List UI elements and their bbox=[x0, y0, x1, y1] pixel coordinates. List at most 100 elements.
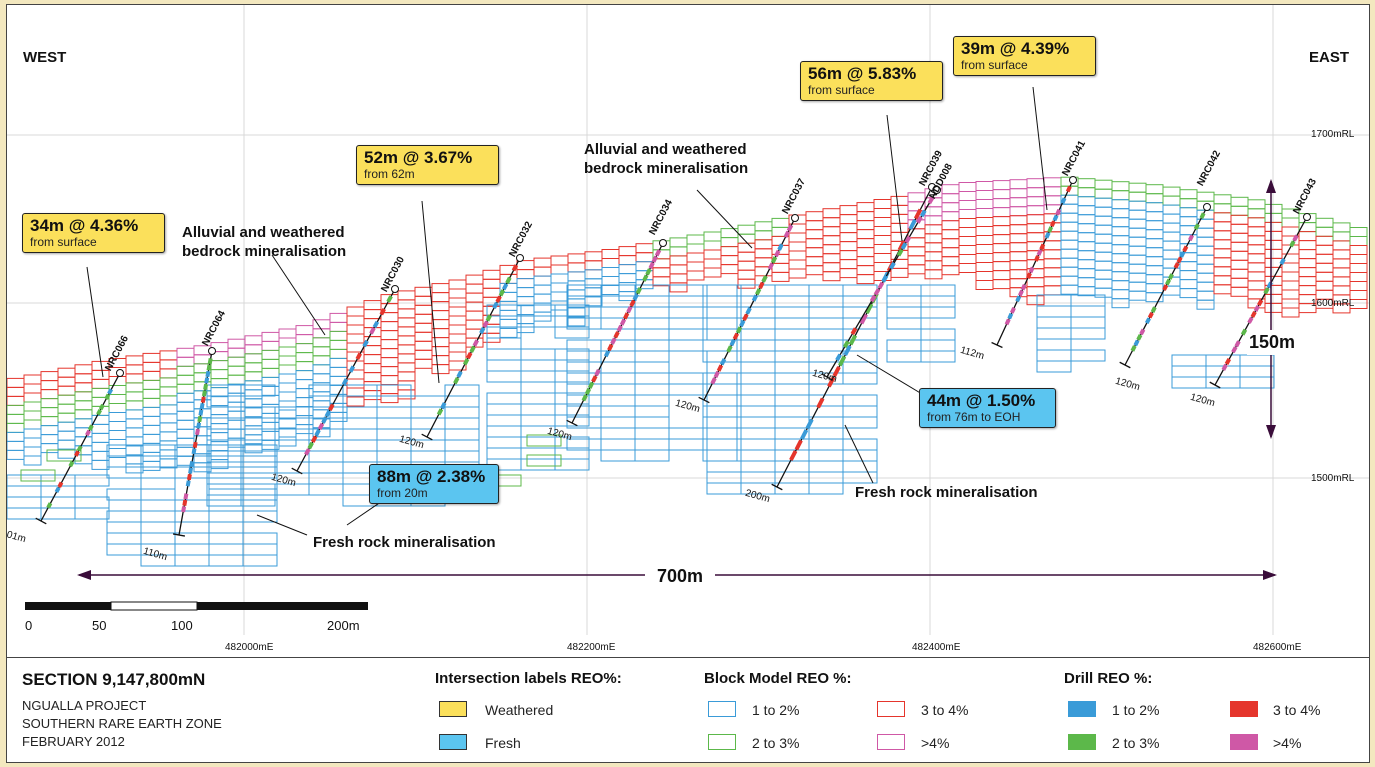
block-model-cell bbox=[702, 306, 738, 319]
block-model-cell bbox=[706, 405, 742, 418]
drill-assay-segment bbox=[713, 370, 720, 379]
block-model-cell bbox=[240, 384, 276, 397]
block-model-cell bbox=[242, 510, 278, 523]
drill-assay-segment bbox=[1240, 328, 1248, 336]
block-model-cell bbox=[431, 292, 450, 303]
block-model-cell bbox=[686, 234, 705, 245]
block-model-cell bbox=[278, 391, 297, 402]
block-model-cell bbox=[975, 280, 994, 290]
drill-3to4-swatch bbox=[1230, 701, 1258, 717]
block-model-cell bbox=[703, 258, 722, 269]
drill-assay-segment bbox=[181, 506, 187, 513]
drill-collar bbox=[208, 347, 216, 355]
block-model-cell bbox=[57, 412, 76, 423]
block-model-cell bbox=[842, 284, 878, 297]
block-model-cell bbox=[808, 284, 844, 297]
block-model-cell bbox=[91, 369, 110, 380]
block-model-cell bbox=[1145, 292, 1164, 303]
drill-assay-segment bbox=[479, 326, 486, 335]
block-model-cell bbox=[1111, 262, 1130, 273]
block-model-cell bbox=[7, 386, 25, 397]
drill-collar bbox=[391, 285, 399, 293]
block-model-cell bbox=[754, 230, 773, 241]
drill-assay-segment bbox=[865, 303, 874, 314]
drill-assay-segment bbox=[1028, 266, 1035, 274]
block-model-cell bbox=[600, 372, 636, 385]
block-model-cell bbox=[261, 367, 280, 378]
drill-assay-segment bbox=[654, 249, 662, 257]
block-model-cell bbox=[1281, 307, 1300, 318]
block-model-cell bbox=[618, 246, 637, 257]
block-model-cell bbox=[486, 337, 522, 350]
block-model-cell bbox=[601, 285, 620, 295]
block-model-cell bbox=[1070, 316, 1106, 329]
block-model-cell bbox=[444, 384, 480, 397]
block-model-cell bbox=[363, 345, 382, 356]
block-model-cell bbox=[668, 383, 704, 396]
drill-assay-segment bbox=[848, 334, 858, 346]
block-model-cell bbox=[159, 413, 178, 424]
block-model-cell bbox=[486, 315, 522, 328]
block-model-cell bbox=[329, 411, 348, 422]
block-model-cell bbox=[346, 378, 365, 389]
block-model-cell bbox=[397, 326, 416, 337]
drill-assay-segment bbox=[610, 337, 617, 345]
block-model-cell bbox=[210, 396, 229, 407]
leader-line bbox=[86, 266, 104, 378]
block-model-cell bbox=[108, 421, 127, 431]
block-model-cell bbox=[448, 333, 467, 344]
block-model-cell bbox=[600, 416, 636, 429]
drill-assay-segment bbox=[472, 339, 479, 347]
block-model-cell bbox=[1179, 261, 1198, 272]
block-model-cell bbox=[1315, 235, 1334, 246]
block-model-cell bbox=[873, 199, 892, 209]
block-model-cell bbox=[958, 254, 977, 264]
block-model-cell bbox=[1043, 240, 1062, 251]
drill-assay-segment bbox=[629, 299, 636, 307]
block-model-cell bbox=[975, 181, 994, 191]
block-model-cell bbox=[533, 284, 552, 295]
block-model-cell bbox=[346, 396, 365, 407]
block-model-cell bbox=[397, 344, 416, 355]
block-model-cell bbox=[414, 322, 433, 333]
drill-assay-segment bbox=[1193, 223, 1200, 231]
block-model-cell bbox=[261, 403, 280, 414]
block-model-cell bbox=[740, 383, 776, 396]
block-model-cell bbox=[1128, 254, 1147, 265]
block-model-cell bbox=[652, 267, 671, 278]
block-model-cell bbox=[486, 414, 522, 427]
block-model-cell bbox=[1349, 254, 1368, 264]
drill-assay-segment bbox=[732, 332, 739, 340]
block-model-cell bbox=[774, 339, 810, 352]
drill-assay-segment bbox=[919, 209, 927, 218]
drill-assay-segment bbox=[185, 480, 191, 487]
block-model-cell bbox=[1026, 295, 1045, 306]
block-model-cell bbox=[1171, 354, 1207, 367]
block-model-cell bbox=[363, 363, 382, 374]
block-model-cell bbox=[566, 284, 602, 297]
block-model-cell bbox=[740, 394, 776, 407]
block-model-cell bbox=[74, 496, 110, 509]
drill-assay-segment bbox=[594, 369, 601, 377]
block-model-cell bbox=[1162, 249, 1181, 260]
block-model-cell bbox=[1179, 216, 1198, 227]
block-model-cell bbox=[1332, 258, 1351, 269]
block-model-cell bbox=[703, 267, 722, 278]
block-model-cell bbox=[227, 338, 246, 349]
block-model-cell bbox=[774, 317, 810, 330]
block-model-cell bbox=[634, 438, 670, 451]
block-model-cell bbox=[924, 233, 943, 244]
block-model-cell bbox=[805, 238, 824, 249]
width-dimension-label: 700m bbox=[645, 566, 716, 587]
block-model-cell bbox=[907, 192, 926, 203]
block-model-cell bbox=[856, 274, 875, 285]
block-model-cell bbox=[975, 190, 994, 200]
block-model-cell bbox=[176, 383, 195, 394]
block-model-cell bbox=[206, 395, 242, 408]
block-model-cell bbox=[7, 440, 25, 451]
drill-assay-segment bbox=[767, 262, 775, 270]
block-model-cell bbox=[7, 431, 25, 442]
block-model-cell bbox=[1349, 272, 1368, 282]
drill-assay-segment bbox=[726, 345, 733, 353]
block-model-cell bbox=[210, 459, 229, 470]
